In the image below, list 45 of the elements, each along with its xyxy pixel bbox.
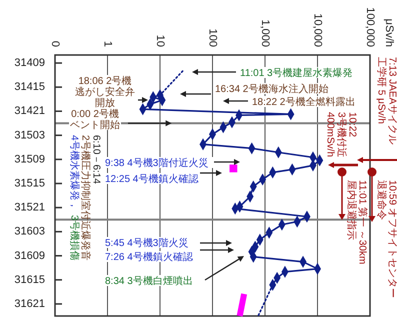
annotation: 18:06 2号機 bbox=[78, 75, 132, 87]
annotation: 5:45 4号機3階火災 bbox=[105, 237, 188, 249]
annotation: 8:34 3号機白煙噴出 bbox=[105, 275, 193, 287]
y-tick-label: 31621 bbox=[14, 298, 45, 310]
x-tick-label: 100,000 bbox=[364, 7, 376, 47]
annotation: 11:01 3号機建屋水素爆発 bbox=[240, 67, 353, 79]
annotation: 6:10－6:14 bbox=[90, 135, 102, 184]
x-tick-label: 10 bbox=[154, 34, 166, 47]
text: 7:13 JAEAサイクル bbox=[386, 57, 397, 144]
annotation: 2号機圧力抑制室付近爆発音 bbox=[80, 135, 92, 261]
y-tick-label: 31421 bbox=[14, 105, 45, 118]
annotation: 7:26 4号機鎮火確認 bbox=[105, 251, 193, 263]
text: μSv/h bbox=[383, 18, 395, 47]
x-tick-label: 10,000 bbox=[312, 13, 324, 47]
y-tick-label: 31503 bbox=[14, 129, 45, 142]
y-tick-label: 31409 bbox=[14, 57, 45, 70]
annotation: 3号機付近 bbox=[336, 112, 348, 158]
annotation: 屋内退避指示 bbox=[346, 180, 358, 240]
annotation: 10:22 bbox=[346, 112, 358, 138]
annotation: 3号機損傷 bbox=[68, 215, 80, 261]
annotation: 12:25 4号機鎮火確認 bbox=[105, 173, 198, 185]
annotation: 開放 bbox=[95, 98, 115, 109]
y-tick-label: 31515 bbox=[14, 177, 45, 190]
y-tick-label: 31509 bbox=[14, 153, 45, 166]
y-tick-label: 31609 bbox=[14, 250, 45, 262]
annotation: 11:01 第一 ～30km bbox=[356, 180, 368, 264]
text: 退避命令 bbox=[376, 180, 388, 220]
x-tick-label: 0 bbox=[49, 40, 61, 47]
y-tick-label: 31415 bbox=[14, 81, 45, 94]
y-tick-label: 31521 bbox=[14, 202, 45, 214]
annotation: 400mSv/h bbox=[324, 112, 336, 158]
annotation: 逃がし安全弁 bbox=[75, 86, 135, 98]
x-tick-label: 100 bbox=[206, 28, 218, 47]
x-tick-label: 1 bbox=[102, 40, 114, 47]
annotation: 4号機水素爆発， bbox=[68, 135, 80, 211]
x-tick-label: 1,000 bbox=[259, 19, 271, 47]
annotation: 18:22 2号機全燃料露出 bbox=[252, 96, 356, 108]
annotation: 0:00 2号機 bbox=[71, 108, 119, 120]
annotation: ベント開始 bbox=[70, 120, 120, 131]
y-tick-label: 31603 bbox=[14, 226, 45, 238]
text: 10:59 オフサイトセンター bbox=[386, 180, 397, 298]
annotation: 16:34 2号機海水注入開始 bbox=[215, 83, 328, 95]
y-tick-label: 31615 bbox=[14, 274, 45, 286]
annotation: 9:38 4号機3階付近火災 bbox=[105, 157, 208, 169]
text: 工学研 5 μSv/h bbox=[376, 57, 388, 124]
